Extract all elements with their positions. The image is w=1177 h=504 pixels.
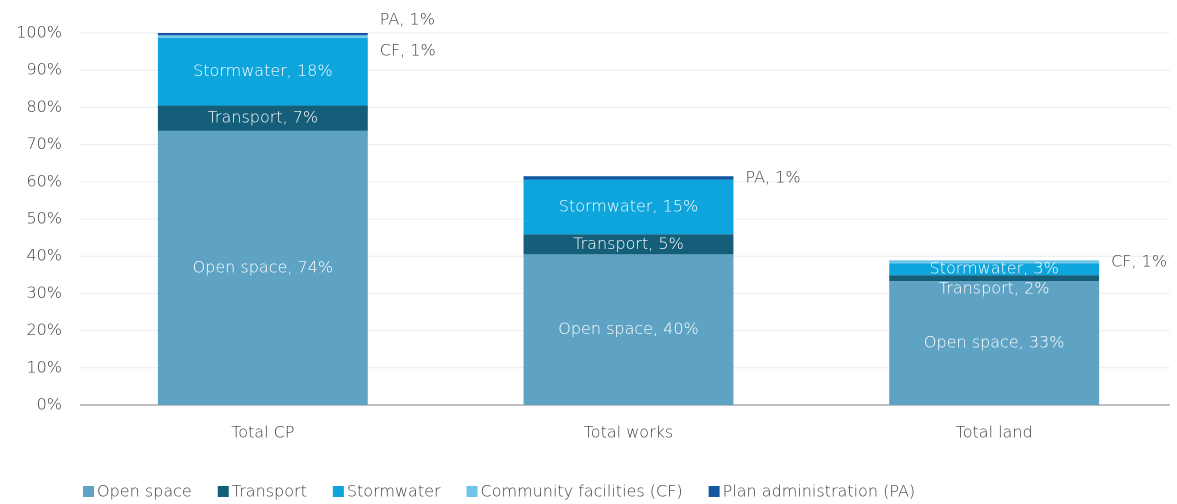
data-label: Open space, 74% (193, 257, 334, 276)
y-tick-label: 30% (26, 283, 62, 302)
bar-segment (889, 281, 1100, 405)
y-tick-label: 60% (26, 171, 62, 190)
bar-segment (889, 263, 1100, 276)
y-tick-label: 70% (26, 134, 62, 153)
x-tick-label: Total CP (231, 423, 294, 442)
data-label: Open space, 33% (924, 333, 1065, 352)
bar-segment (523, 179, 734, 235)
bar-segment (523, 254, 734, 405)
data-label: PA, 1% (380, 9, 435, 28)
bar-segment (523, 234, 734, 255)
y-tick-label: 0% (37, 395, 62, 414)
data-label: Stormwater, 18% (193, 61, 332, 80)
legend-label: Transport (232, 482, 307, 501)
x-tick-label: Total land (956, 423, 1033, 442)
y-tick-label: 40% (26, 246, 62, 265)
legend-swatch (217, 486, 229, 497)
data-label: Transport, 2% (939, 279, 1050, 298)
bar-segment (157, 37, 368, 106)
bar-segment (523, 176, 734, 180)
y-tick-label: 90% (26, 60, 62, 79)
y-tick-label: 50% (26, 209, 62, 228)
data-label: Stormwater, 3% (930, 259, 1059, 278)
legend-label: Plan administration (PA) (723, 482, 915, 501)
legend-swatch (332, 486, 344, 497)
data-label: Transport, 7% (208, 108, 319, 127)
bar-segment (889, 260, 1100, 264)
data-label: CF, 1% (1111, 251, 1167, 270)
bar-segment (157, 130, 368, 405)
x-tick-label: Total works (584, 423, 674, 442)
y-tick-label: 10% (26, 357, 62, 376)
y-tick-label: 100% (16, 23, 62, 42)
data-label: Transport, 5% (573, 234, 684, 253)
bar-segment (157, 35, 368, 38)
legend-label: Open space (97, 482, 192, 501)
legend-swatch (83, 486, 94, 497)
legend-label: Community facilities (CF) (481, 482, 683, 501)
data-label: Open space, 40% (558, 319, 699, 338)
y-tick-label: 80% (26, 97, 62, 116)
bar-segment (157, 105, 368, 131)
y-tick-label: 20% (26, 320, 62, 339)
bar-segment (157, 33, 368, 36)
data-label: Stormwater, 15% (559, 196, 698, 215)
data-label: CF, 1% (380, 40, 436, 59)
data-label: PA, 1% (745, 167, 800, 186)
legend-swatch (466, 486, 478, 497)
legend-swatch (708, 486, 720, 497)
legend-label: Stormwater (347, 482, 441, 501)
bar-segment (889, 275, 1100, 282)
